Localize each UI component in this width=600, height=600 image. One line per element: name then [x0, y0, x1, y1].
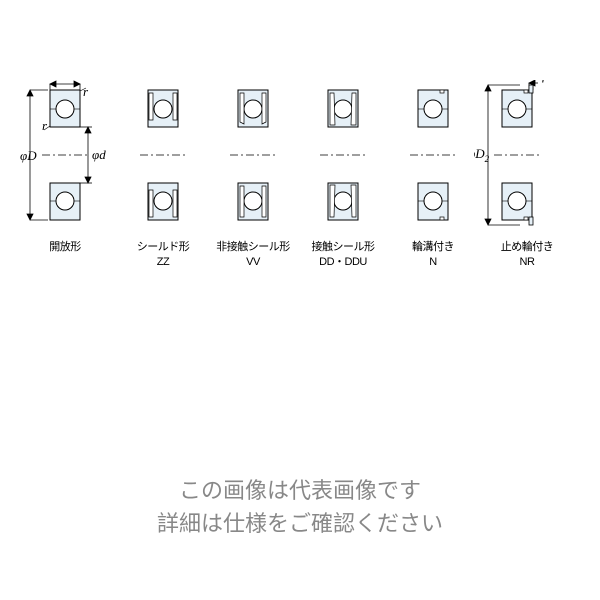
dim-phiD: φD: [20, 148, 37, 163]
dim-r-outer: r: [83, 84, 89, 99]
upper-section: r r: [42, 84, 89, 133]
bearing-groove: 輪溝付き N: [388, 80, 478, 271]
dim-r-inner: r: [42, 118, 48, 133]
disclaimer-line2: 詳細は仕様をご確認ください: [0, 507, 600, 540]
disclaimer-line1: この画像は代表画像です: [0, 474, 600, 507]
bearing-snap-label: 止め輪付き NR: [474, 240, 580, 271]
dim-phiD2: φD2: [474, 146, 490, 164]
bearing-cseal: 接触シール形 DD・DDU: [298, 80, 388, 271]
bearing-groove-svg: [398, 80, 468, 230]
bearing-shield: シールド形 ZZ: [118, 80, 208, 271]
dim-B: B: [58, 80, 66, 83]
bearing-open-svg: φD B r r: [20, 80, 110, 230]
bearing-snap: φD2 f: [474, 80, 580, 271]
bearing-ncseal-label: 非接触シール形 VV: [208, 240, 298, 271]
bearing-ncseal-svg: [218, 80, 288, 230]
dim-f: f: [542, 80, 548, 83]
bearing-groove-label: 輪溝付き N: [388, 240, 478, 271]
diagram-area: φD B r r: [20, 80, 580, 320]
bearing-shield-label: シールド形 ZZ: [118, 240, 208, 271]
bearing-open-label: 開放形: [20, 240, 110, 255]
bearing-cseal-label: 接触シール形 DD・DDU: [298, 240, 388, 271]
bearing-ncseal: 非接触シール形 VV: [208, 80, 298, 271]
bearing-shield-svg: [128, 80, 198, 230]
bearing-open: φD B r r: [20, 80, 110, 255]
lower-section: [50, 183, 80, 220]
disclaimer: この画像は代表画像です 詳細は仕様をご確認ください: [0, 474, 600, 540]
bearing-snap-svg: φD2 f: [474, 80, 580, 230]
dim-phid: φd: [92, 147, 106, 162]
bearing-cseal-svg: [308, 80, 378, 230]
